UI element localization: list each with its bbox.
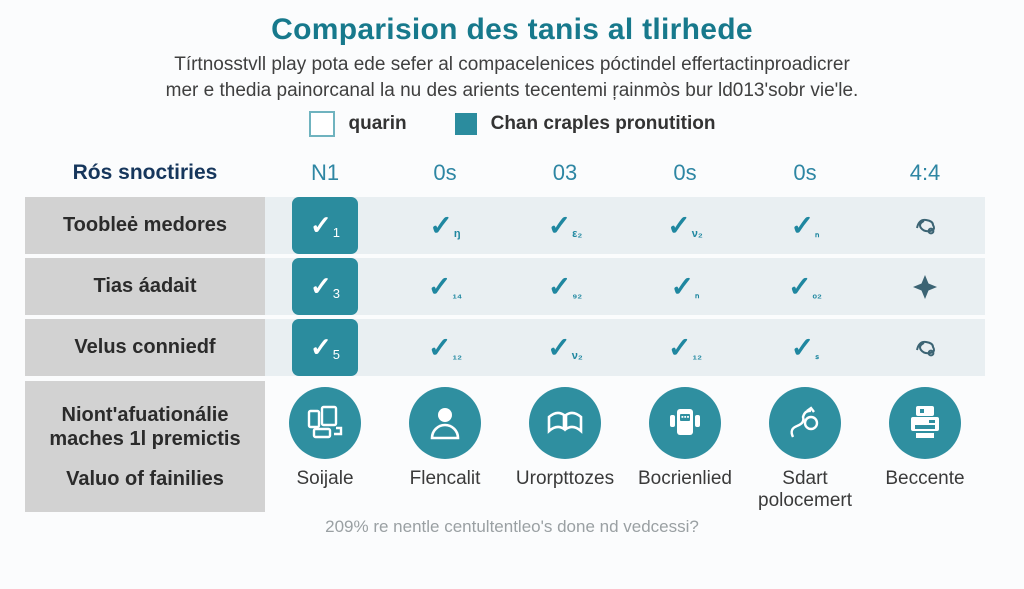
table-cell: ✓ 5	[265, 319, 385, 377]
check-badge: ✓ 5	[292, 319, 358, 377]
legend: quarin Chan craples pronutition	[0, 111, 1024, 138]
table-header-row: Rós snoctiries N1 0s 03 0s 0s 4:4	[25, 153, 985, 193]
table-cell: ✓ ν₂	[505, 319, 625, 377]
column-header: 0s	[793, 160, 817, 186]
table-cell: ✓ 3	[265, 258, 385, 316]
table-cell: ✓ ₙ	[745, 197, 865, 255]
check-icon: ✓	[788, 270, 812, 302]
bottom-icon-row: Niont'afuationálie maches 1l premictis V…	[25, 381, 985, 512]
check-icon: ✓	[547, 331, 571, 363]
badge-number: 3	[332, 286, 341, 302]
check-icon: ✓	[547, 209, 572, 241]
legend-item-quarin: quarin	[308, 111, 407, 138]
page-subtitle: Tírtnosstvll play pota ede sefer al comp…	[0, 52, 1024, 103]
comparison-table: Rós snoctiries N1 0s 03 0s 0s 4:4 Tooble…	[25, 153, 985, 512]
row-label: Tias áadait	[25, 258, 265, 316]
table-row: Tias áadait ✓ 3 ✓ ₁₄ ✓ ₉₂ ✓ ₙ ✓ ₒ₂	[25, 258, 985, 316]
book-icon	[529, 387, 601, 460]
person-icon	[409, 387, 481, 460]
check-icon: ✓	[309, 210, 332, 241]
category-item: Flencalit	[385, 381, 505, 512]
category-item: Sdart polocemert	[745, 381, 865, 512]
check-icon: ✓	[790, 209, 815, 241]
category-label: Bocrienlied	[638, 468, 732, 490]
category-label: Soijale	[296, 468, 354, 490]
row-header-title: Rós snoctiries	[72, 161, 218, 185]
column-header: 4:4	[909, 160, 941, 186]
row-label: Velus conniedf	[25, 319, 265, 377]
arrow-star-icon	[913, 274, 937, 299]
category-label: Flencalit	[409, 468, 481, 490]
badge-number: 1	[332, 225, 341, 241]
table-cell: ✓ 1	[265, 197, 385, 255]
category-item: Urorpttozes	[505, 381, 625, 512]
table-cell: ✓ ₉₂	[505, 258, 625, 316]
check-icon: ✓	[429, 209, 453, 241]
category-label: Beccente	[885, 468, 965, 490]
table-cell: ✓ ₁₄	[385, 258, 505, 316]
check-icon: ✓	[547, 270, 572, 302]
legend-label: quarin	[348, 113, 407, 135]
check-icon: ✓	[667, 209, 691, 241]
scribble-icon	[916, 218, 935, 235]
filled-square-icon	[454, 113, 477, 136]
column-header: 03	[552, 160, 578, 186]
check-icon: ✓	[427, 270, 452, 302]
legend-item-filled: Chan craples pronutition	[454, 113, 716, 136]
category-item: Beccente	[865, 381, 985, 512]
bottom-label-line-1: Niont'afuationálie	[61, 403, 229, 426]
printer-icon	[889, 387, 961, 460]
category-item: Bocrienlied	[625, 381, 745, 512]
column-header: 0s	[673, 160, 697, 186]
footer-note: 209% re nentle centultentleo's done nd v…	[325, 517, 699, 537]
scribble-icon	[916, 340, 935, 357]
table-cell: ✓ ₁₂	[625, 319, 745, 377]
table-cell: ✓ ₒ₂	[745, 258, 865, 316]
category-label: Sdart polocemert	[758, 468, 852, 512]
table-cell: ✓ ν₂	[625, 197, 745, 255]
check-icon: ✓	[670, 270, 695, 302]
category-label: Urorpttozes	[515, 468, 615, 490]
check-badge: ✓ 1	[292, 197, 358, 255]
table-cell	[865, 258, 985, 316]
table-cell: ✓ ₙ	[625, 258, 745, 316]
column-header: 0s	[433, 160, 457, 186]
check-icon: ✓	[790, 331, 815, 363]
legend-label: Chan craples pronutition	[490, 113, 716, 135]
check-icon: ✓	[309, 271, 332, 302]
check-icon: ✓	[428, 331, 452, 363]
column-header: N1	[310, 160, 340, 186]
devices-icon	[289, 387, 361, 460]
outline-square-icon	[308, 111, 335, 138]
check-icon: ✓	[309, 332, 332, 363]
badge-number: 5	[332, 347, 341, 363]
bottom-label-line-2: maches 1l premictis	[49, 427, 241, 450]
subtitle-line-1: Tírtnosstvll play pota ede sefer al comp…	[174, 54, 850, 75]
category-item: Soijale	[265, 381, 385, 512]
table-cell	[865, 197, 985, 255]
table-cell: ✓ ŋ	[385, 197, 505, 255]
table-row: Toobleė medores ✓ 1 ✓ ŋ ✓ ε₂ ✓ ν₂ ✓ ₙ	[25, 197, 985, 255]
check-icon: ✓	[668, 331, 692, 363]
row-label: Toobleė medores	[25, 197, 265, 255]
bottom-label-line-3: Valuo of fainilies	[66, 467, 224, 490]
table-cell: ✓ ₁₂	[385, 319, 505, 377]
table-cell: ✓ ₛ	[745, 319, 865, 377]
bottom-row-label: Niont'afuationálie maches 1l premictis V…	[25, 381, 265, 512]
table-cell: ✓ ε₂	[505, 197, 625, 255]
robot-icon	[649, 387, 721, 460]
page-title: Comparision des tanis al tlirhede	[271, 13, 753, 46]
subtitle-line-2: mer e thedia painorcanal la nu des arien…	[165, 79, 859, 101]
check-badge: ✓ 3	[292, 258, 358, 316]
table-row: Velus conniedf ✓ 5 ✓ ₁₂ ✓ ν₂ ✓ ₁₂ ✓ ₛ	[25, 319, 985, 377]
table-cell	[865, 319, 985, 377]
route-icon	[769, 387, 841, 460]
